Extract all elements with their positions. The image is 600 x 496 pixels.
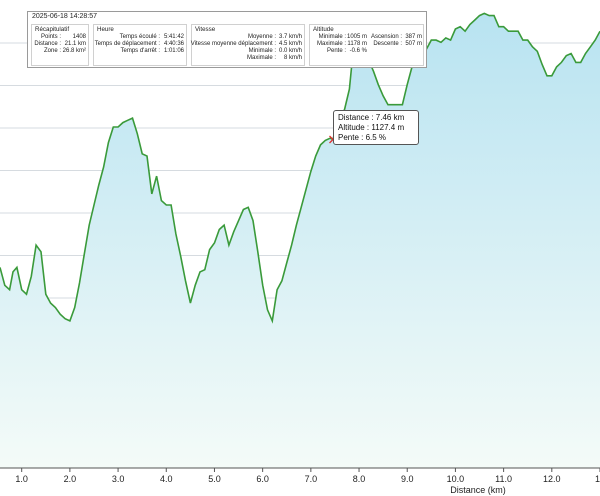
altitude-label-descent: Descente : [373, 41, 402, 47]
track-date: 2025-06-18 14:28:57 [32, 13, 97, 20]
altitude-label-ascent: Ascension : [370, 34, 402, 40]
altitude-title: Altitude [313, 26, 334, 33]
altitude-value-ascent: 387 m [405, 34, 422, 40]
recap-value-points: 1408 [72, 34, 86, 40]
heure-label-stopped: Temps d'arrêt : [120, 48, 161, 54]
recap-label-points: Points : [40, 34, 61, 40]
x-tick-label: 2.0 [64, 474, 77, 484]
x-tick-label: 1 [595, 474, 600, 484]
altitude-label-max: Maximale : [316, 41, 346, 47]
x-tick-label: 1.0 [15, 474, 28, 484]
x-tick-label: 6.0 [256, 474, 269, 484]
heure-title: Heure [97, 26, 114, 33]
x-tick-label: 10.0 [447, 474, 465, 484]
x-tick-label: 4.0 [160, 474, 173, 484]
vitesse-value-moving-mean: 4.5 km/h [278, 41, 302, 47]
x-tick-label: 12.0 [543, 474, 561, 484]
altitude-value-max: 1178 m [347, 41, 367, 47]
heure-group: Heure Temps écoulé : 5:41:42 Temps de dé… [93, 24, 187, 66]
cursor-tooltip: Distance : 7.46 km Altitude : 1127.4 m P… [333, 110, 419, 145]
vitesse-value-min: 0.0 km/h [278, 48, 302, 54]
altitude-value-slope: -0.6 % [349, 48, 367, 54]
altitude-label-slope: Pente : [326, 48, 346, 54]
vitesse-group: Vitesse Moyenne : 3.7 km/h Vitesse moyen… [191, 24, 305, 66]
recap-group: Récapitulatif Points : 1408 Distance : 2… [31, 24, 89, 66]
vitesse-label-max: Maximale : [246, 55, 276, 61]
vitesse-value-max: 8 km/h [283, 55, 302, 61]
recap-value-zone: 26.8 km² [62, 48, 86, 54]
heure-value-elapsed: 5:41:42 [163, 34, 184, 40]
elevation-line [0, 12, 600, 324]
x-tick-label: 7.0 [305, 474, 318, 484]
x-tick-label: 9.0 [401, 474, 414, 484]
recap-label-distance: Distance : [34, 41, 61, 47]
x-tick-label: 11.0 [495, 474, 512, 484]
x-tick-label: 3.0 [112, 474, 125, 484]
tooltip-slope: Pente : 6.5 % [338, 133, 387, 142]
heure-value-moving: 4:40:36 [163, 41, 184, 47]
recap-value-distance: 21.1 km [64, 41, 86, 47]
vitesse-label-moving-mean: Vitesse moyenne déplacement : [190, 41, 276, 47]
x-tick-label: 8.0 [353, 474, 366, 484]
recap-title: Récapitulatif [35, 26, 70, 33]
x-tick-label: 5.0 [208, 474, 221, 484]
vitesse-title: Vitesse [195, 26, 216, 33]
altitude-value-descent: 507 m [405, 41, 422, 47]
altitude-label-min: Minimale : [318, 34, 346, 40]
vitesse-value-mean: 3.7 km/h [278, 34, 302, 40]
vitesse-label-mean: Moyenne : [247, 34, 276, 40]
altitude-value-min: 1005 m [346, 34, 367, 40]
heure-label-elapsed: Temps écoulé : [119, 34, 160, 40]
x-axis-ticks: 1.0 2.0 3.0 4.0 5.0 6.0 7.0 8.0 9.0 10.0 11.0 12.0 1 [15, 468, 600, 484]
tooltip-altitude: Altitude : 1127.4 m [338, 123, 405, 132]
tooltip-distance: Distance : 7.46 km [338, 113, 405, 122]
altitude-group: Altitude Minimale : 1005 m Maximale : 11… [309, 24, 424, 66]
recap-label-zone: Zone : [43, 48, 61, 54]
info-panel: 2025-06-18 14:28:57 Récapitulatif Points… [27, 11, 427, 68]
elevation-area-fill [0, 13, 600, 469]
x-axis-label: Distance (km) [450, 485, 506, 495]
vitesse-label-min: Minimale : [248, 48, 276, 54]
heure-value-stopped: 1:01:06 [163, 48, 184, 54]
heure-label-moving: Temps de déplacement : [94, 41, 160, 47]
